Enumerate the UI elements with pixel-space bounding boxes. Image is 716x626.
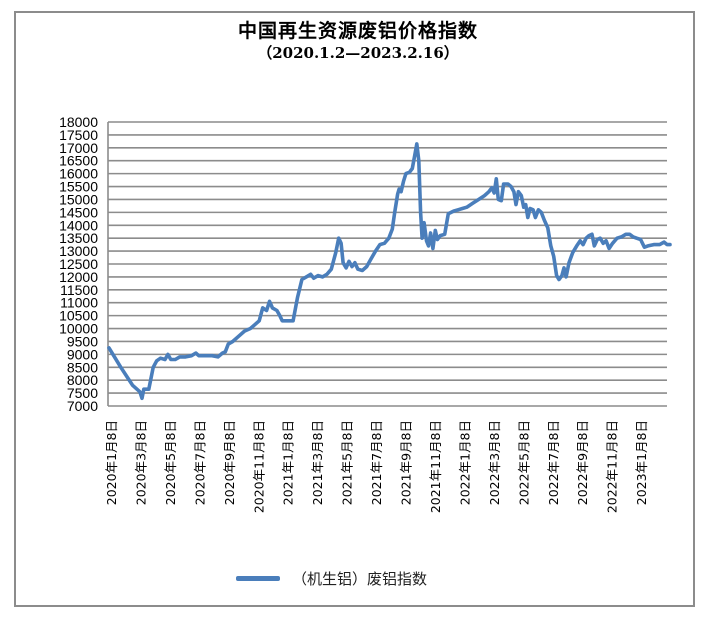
y-tick-label: 15000: [59, 191, 98, 207]
legend: （机生铝）废铝指数: [236, 566, 427, 590]
x-tick-label: 2020年11月8日: [251, 420, 266, 513]
x-tick-label: 2022年3月8日: [487, 420, 502, 505]
y-tick-label: 12000: [59, 269, 98, 285]
x-tick-label: 2020年7月8日: [192, 420, 207, 505]
y-tick-label: 8000: [67, 372, 98, 388]
y-tick-label: 18000: [59, 114, 98, 130]
gridlines: [108, 121, 667, 407]
y-tick-label: 7000: [67, 398, 98, 414]
x-tick-label: 2021年3月8日: [310, 420, 325, 505]
y-tick-label: 8500: [67, 359, 98, 375]
x-tick-label: 2020年9月8日: [222, 420, 237, 505]
y-tick-label: 17000: [59, 140, 98, 156]
y-tick-label: 17500: [59, 127, 98, 143]
legend-line-swatch-icon: [236, 575, 280, 581]
y-axis-ticks: 7000750080008500900095001000010500110001…: [59, 114, 98, 414]
y-tick-label: 12500: [59, 256, 98, 272]
x-tick-label: 2020年5月8日: [163, 420, 178, 505]
x-tick-label: 2021年9月8日: [399, 420, 414, 505]
x-tick-label: 2021年7月8日: [369, 420, 384, 505]
y-tick-label: 10500: [59, 308, 98, 324]
series-line-waste-aluminum-index: [107, 142, 672, 401]
y-tick-label: 9000: [67, 346, 98, 362]
x-tick-label: 2022年11月8日: [605, 420, 620, 513]
x-tick-label: 2022年5月8日: [516, 420, 531, 505]
y-tick-label: 16500: [59, 153, 98, 169]
x-tick-label: 2023年1月8日: [634, 420, 649, 505]
chart-subtitle: （2020.1.2—2023.2.16）: [257, 44, 459, 62]
y-tick-label: 14500: [59, 204, 98, 220]
x-tick-label: 2022年1月8日: [457, 420, 472, 505]
y-tick-label: 11500: [60, 282, 98, 298]
y-tick-label: 15500: [59, 179, 98, 195]
y-tick-label: 11000: [60, 295, 98, 311]
y-tick-label: 13000: [59, 243, 98, 259]
x-tick-label: 2020年3月8日: [133, 420, 148, 505]
x-tick-label: 2022年9月8日: [575, 420, 590, 505]
x-tick-label: 2021年11月8日: [428, 420, 443, 513]
y-tick-label: 7500: [67, 385, 98, 401]
x-axis-ticks: 2020年1月8日 2020年3月8日 2020年5月8日 2020年7月8日 2020…: [104, 420, 649, 513]
y-tick-label: 10000: [59, 321, 98, 337]
x-tick-label: 2022年7月8日: [546, 420, 561, 505]
chart-title: 中国再生资源废铝价格指数: [237, 20, 478, 42]
chart-frame: [14, 11, 695, 607]
y-tick-label: 13500: [59, 230, 98, 246]
x-tick-label: 2021年1月8日: [281, 420, 296, 505]
x-tick-label: 2020年1月8日: [104, 420, 119, 505]
y-tick-label: 9500: [67, 333, 98, 349]
legend-label: （机生铝）废铝指数: [292, 569, 428, 588]
x-tick-label: 2021年5月8日: [340, 420, 355, 505]
y-tick-label: 14000: [59, 217, 98, 233]
y-tick-label: 16000: [59, 166, 98, 182]
